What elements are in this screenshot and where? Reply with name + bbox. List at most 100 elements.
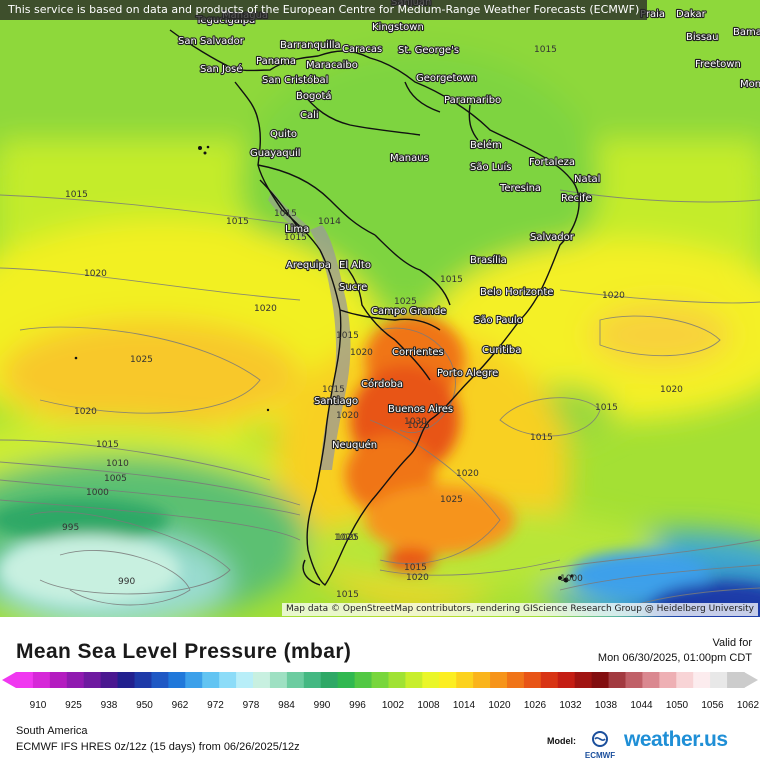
isobar-label: 1020 — [334, 533, 357, 543]
colorbar-swatch — [490, 672, 508, 688]
colorbar-swatch — [66, 672, 85, 688]
colorbar-swatch — [320, 672, 339, 688]
colorbar-tick-label: 910 — [30, 700, 47, 711]
isobar-label: 1020 — [602, 291, 625, 301]
city-label: Curitiba — [482, 345, 521, 356]
isobar-label: 1020 — [406, 573, 429, 583]
model-label: Model: — [547, 736, 576, 746]
colorbar-swatch — [185, 672, 203, 688]
isobar-label: 1020 — [74, 407, 97, 417]
map-attribution[interactable]: Map data © OpenStreetMap contributors, r… — [282, 603, 758, 616]
city-label: Porto Alegre — [437, 368, 498, 379]
colorbar-swatch — [49, 672, 68, 688]
city-label: Fortaleza — [529, 157, 575, 168]
region-label: South America — [16, 725, 88, 737]
isobar-label: 1015 — [336, 331, 359, 341]
legend-title: Mean Sea Level Pressure (mbar) — [16, 640, 352, 663]
colorbar-swatch — [676, 672, 694, 688]
colorbar-swatch — [540, 672, 559, 688]
colorbar-swatch — [117, 672, 136, 688]
isobar-label: 1020 — [336, 411, 359, 421]
city-label: San José — [200, 63, 242, 75]
city-label: São Luís — [470, 161, 512, 173]
city-label: Caracas — [342, 44, 382, 55]
city-label: Recife — [561, 193, 592, 204]
isobar-label: 1015 — [530, 433, 553, 443]
colorbar-tick-label: 1026 — [524, 700, 547, 711]
city-label: São Paulo — [474, 315, 523, 326]
colorbar-tick-label: 925 — [65, 700, 82, 711]
isobar-label: 1015 — [595, 403, 618, 413]
isobar-label: 1015 — [440, 275, 463, 285]
city-label: Sucre — [339, 282, 367, 293]
isobar-label: 1015 — [226, 217, 249, 227]
colorbar-tick-label: 996 — [349, 700, 366, 711]
colorbar-tick-label: 1044 — [630, 700, 653, 711]
city-label: Bama — [733, 27, 760, 38]
city-label: San Cristóbal — [262, 74, 328, 86]
pressure-map-canvas: 1015 1015 1015 1015 1015 1015 1015 1015 1015 1015… — [0, 0, 760, 617]
colorbar-swatch — [354, 672, 373, 688]
isobar-label: 1020 — [254, 304, 277, 314]
city-label: Bogotá — [296, 90, 332, 102]
isobar-label: 1015 — [65, 190, 88, 200]
colorbar-tick-label: 978 — [243, 700, 260, 711]
city-label: Panama — [256, 56, 296, 67]
colorbar-swatch — [473, 672, 491, 688]
isobar-label: 1020 — [84, 269, 107, 279]
colorbar-swatch — [269, 672, 288, 688]
city-label: Bissau — [686, 32, 719, 43]
colorbar-tick-label: 938 — [101, 700, 118, 711]
city-label: Santiago — [314, 396, 358, 407]
colorbar-swatch — [371, 672, 390, 688]
colorbar-tick-label: 1014 — [453, 700, 476, 711]
colorbar-tick-label: 1050 — [666, 700, 689, 711]
colorbar-swatches — [16, 672, 745, 688]
city-label: Manaus — [390, 153, 429, 164]
colorbar-swatch — [693, 672, 711, 688]
isobar-label: 1025 — [440, 495, 463, 505]
legend-panel — [0, 617, 760, 760]
isobar-label: 1015 — [336, 590, 359, 600]
isobar-label: 1015 — [284, 233, 307, 243]
colorbar-swatch — [422, 672, 440, 688]
islands — [74, 145, 574, 583]
model-run-label: ECMWF IFS HRES 0z/12z (15 days) from 06/… — [16, 741, 300, 753]
colorbar-swatch — [608, 672, 627, 688]
city-label: Maracaibo — [306, 60, 358, 71]
colorbar-ticks: 910 925 938 950 962 972 978 984 990 996 1002 1008 10… — [30, 700, 760, 711]
colorbar-swatch — [557, 672, 576, 688]
ecmwf-logo-icon — [592, 731, 608, 747]
colorbar-tick-label: 962 — [172, 700, 189, 711]
colorbar-swatch — [202, 672, 220, 688]
isobar-label: 990 — [118, 577, 135, 587]
colorbar-swatch — [236, 672, 254, 688]
city-label: Belo Horizonte — [480, 287, 553, 298]
colorbar-tick-label: 1056 — [701, 700, 724, 711]
isobar-labels: 1015 1015 1015 1015 1015 1015 1015 1015 1015 1015… — [62, 45, 683, 600]
isobar-label: 1025 — [394, 297, 417, 307]
weather-map[interactable]: 1015 1015 1015 1015 1015 1015 1015 1015 1015 1015… — [0, 0, 760, 617]
isobar-label: 1015 — [322, 385, 345, 395]
colorbar: 910 925 938 950 962 972 978 984 990 996 1002 1008 10… — [2, 672, 760, 711]
city-label: Quito — [270, 129, 297, 140]
city-label: Natal — [574, 174, 600, 185]
city-label: Lima — [285, 224, 309, 235]
colorbar-swatch — [100, 672, 119, 688]
city-label: Brasília — [470, 254, 507, 266]
colorbar-swatch — [134, 672, 153, 688]
isobar-label: 1000 — [560, 574, 583, 584]
colorbar-swatch — [32, 672, 51, 688]
colorbar-swatch — [659, 672, 677, 688]
ecmwf-logo-text: ECMWF — [584, 751, 616, 760]
isobar-label: 1030 — [404, 417, 427, 427]
ecmwf-logo[interactable]: ECMWF — [581, 730, 619, 760]
colorbar-swatch — [574, 672, 593, 688]
city-label: Buenos Aires — [388, 404, 453, 415]
city-label: Kingstown — [372, 22, 424, 33]
colorbar-tick-label: 984 — [278, 700, 295, 711]
city-label: El Alto — [339, 260, 371, 271]
pressure-field — [0, 0, 760, 617]
city-label: Belém — [470, 139, 502, 151]
weather-us-logo[interactable]: weather.us — [624, 728, 728, 751]
